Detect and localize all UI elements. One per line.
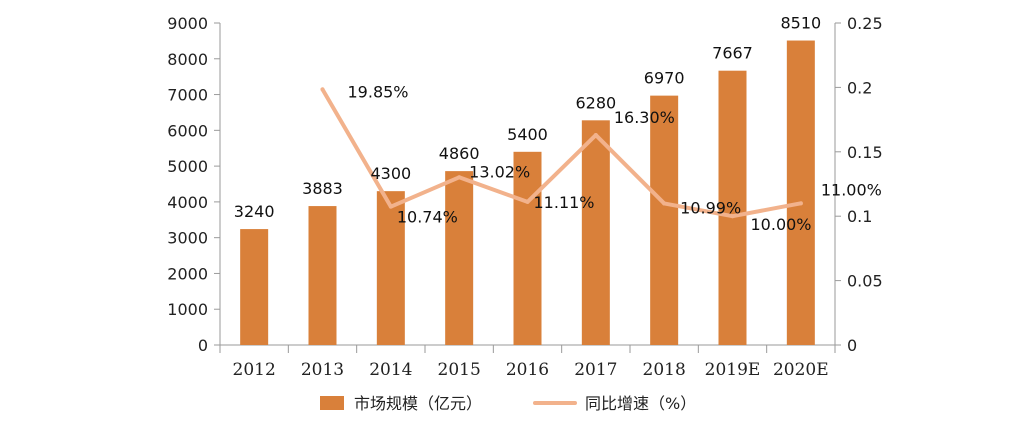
bar xyxy=(240,229,269,345)
right-y-tick-label: 0.05 xyxy=(847,272,883,291)
line-point xyxy=(662,201,667,206)
bar-value-label: 7667 xyxy=(712,44,753,63)
line-point xyxy=(457,175,462,180)
x-tick-label: 2020E xyxy=(773,360,829,380)
axes-layer: 0 1000 2000 3000 4000 5000 6000 7000 8000 9000 0 0.… xyxy=(167,14,882,380)
legend-bar-swatch xyxy=(320,396,344,410)
line-value-label: 10.00% xyxy=(751,215,812,234)
bar-value-label: 5400 xyxy=(507,125,548,144)
right-y-tick-label: 0.15 xyxy=(847,143,883,162)
bar xyxy=(581,120,610,345)
data-labels: 3240 3883 4300 4860 5400 6280 6970 7667 8510 19.8… xyxy=(234,14,882,235)
line-value-label: 10.74% xyxy=(397,208,458,227)
right-y-tick-label: 0 xyxy=(847,336,857,355)
line-point xyxy=(525,199,530,204)
line-value-label: 16.30% xyxy=(614,108,675,127)
bar-value-label: 3883 xyxy=(302,179,343,198)
left-y-tick-label: 2000 xyxy=(167,264,208,283)
line-series xyxy=(320,87,803,219)
bar-value-label: 6970 xyxy=(644,69,685,88)
bar xyxy=(308,206,337,345)
legend-line-label: 同比增速（%） xyxy=(585,394,696,413)
growth-line xyxy=(320,87,803,219)
line-value-label: 19.85% xyxy=(348,82,409,101)
x-tick-label: 2014 xyxy=(369,360,412,380)
bar-value-label: 6280 xyxy=(575,93,616,112)
x-tick-label: 2019E xyxy=(705,360,761,380)
bar xyxy=(513,151,542,345)
x-tick-label: 2016 xyxy=(506,360,549,380)
x-tick-label: 2015 xyxy=(438,360,481,380)
line-point xyxy=(593,133,598,138)
bar-value-label: 8510 xyxy=(780,14,821,33)
bar xyxy=(376,191,405,345)
left-y-tick-label: 0 xyxy=(198,336,208,355)
bar-series xyxy=(240,40,815,346)
x-tick-label: 2018 xyxy=(643,360,686,380)
left-y-tick-label: 5000 xyxy=(167,157,208,176)
line-point xyxy=(798,201,803,206)
bar-value-label: 3240 xyxy=(234,202,275,221)
line-point xyxy=(388,204,393,209)
left-y-tick-label: 4000 xyxy=(167,193,208,212)
line-point xyxy=(320,87,325,92)
line-value-label: 11.00% xyxy=(821,180,882,199)
line-value-label: 13.02% xyxy=(469,162,530,181)
line-value-label: 11.11% xyxy=(534,193,595,212)
left-y-tick-label: 8000 xyxy=(167,50,208,69)
left-y-tick-label: 6000 xyxy=(167,121,208,140)
x-tick-label: 2013 xyxy=(301,360,344,380)
right-y-tick-label: 0.1 xyxy=(847,207,872,226)
right-y-tick-label: 0.25 xyxy=(847,14,883,33)
bar xyxy=(445,171,474,345)
right-y-tick-label: 0.2 xyxy=(847,78,872,97)
x-tick-label: 2017 xyxy=(574,360,617,380)
left-y-tick-label: 3000 xyxy=(167,229,208,248)
line-point xyxy=(730,214,735,219)
bar xyxy=(718,70,747,346)
bar xyxy=(650,95,679,345)
left-y-tick-label: 1000 xyxy=(167,300,208,319)
left-y-tick-label: 9000 xyxy=(167,14,208,33)
line-value-label: 10.99% xyxy=(680,198,741,217)
x-tick-label: 2012 xyxy=(233,360,276,380)
left-y-tick-label: 7000 xyxy=(167,86,208,105)
legend: 市场规模（亿元） 同比增速（%） xyxy=(320,394,696,413)
legend-bar-label: 市场规模（亿元） xyxy=(354,394,482,413)
bar xyxy=(786,40,815,345)
bar-value-label: 4860 xyxy=(439,144,480,163)
bar-value-label: 4300 xyxy=(370,164,411,183)
